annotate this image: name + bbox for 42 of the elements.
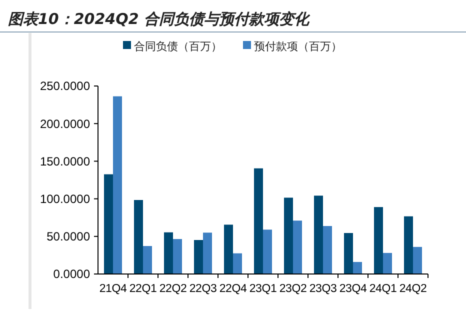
x-tick-label: 23Q2 [279, 283, 307, 295]
legend-label: 预付款项（百万） [254, 40, 342, 53]
x-tick-label: 22Q2 [159, 283, 187, 295]
x-tick-label: 23Q1 [249, 283, 277, 295]
y-tick-label: 100.0000 [40, 192, 90, 206]
bar [293, 220, 302, 274]
bar [374, 207, 383, 274]
bar [143, 246, 152, 274]
y-tick-label: 200.0000 [40, 116, 90, 131]
bar [113, 96, 122, 274]
y-tick-label: 150.0000 [40, 154, 90, 168]
bar [353, 262, 362, 274]
y-tick-label: 250.0000 [40, 79, 90, 94]
bar [134, 200, 143, 274]
bar [413, 246, 422, 274]
x-tick-label: 23Q3 [309, 283, 337, 295]
bar [314, 196, 323, 274]
bar [344, 233, 353, 274]
bar [284, 198, 293, 274]
x-tick-label: 24Q1 [369, 283, 397, 295]
y-tick-label: 0.0000 [53, 267, 90, 282]
legend-label: 合同负债（百万） [134, 40, 222, 53]
bar [404, 216, 413, 274]
bar [254, 168, 263, 274]
bar [194, 240, 203, 274]
bar [383, 252, 392, 274]
chart-title: 图表10：2024Q2 合同负债与预付款项变化 [8, 10, 312, 28]
bar [173, 239, 182, 274]
y-tick-label: 50.0000 [46, 230, 90, 244]
x-tick-label: 24Q2 [399, 283, 427, 295]
bar [323, 226, 332, 274]
x-tick-label: 22Q3 [189, 283, 217, 295]
bar [104, 174, 113, 274]
x-tick-label: 21Q4 [99, 283, 128, 295]
x-tick-label: 22Q1 [129, 283, 157, 295]
bar [224, 224, 233, 274]
bar [263, 230, 272, 274]
x-tick-label: 22Q4 [219, 283, 248, 295]
bar [164, 232, 173, 274]
bar [233, 253, 242, 274]
bar [203, 232, 212, 274]
x-tick-label: 23Q4 [339, 283, 368, 295]
